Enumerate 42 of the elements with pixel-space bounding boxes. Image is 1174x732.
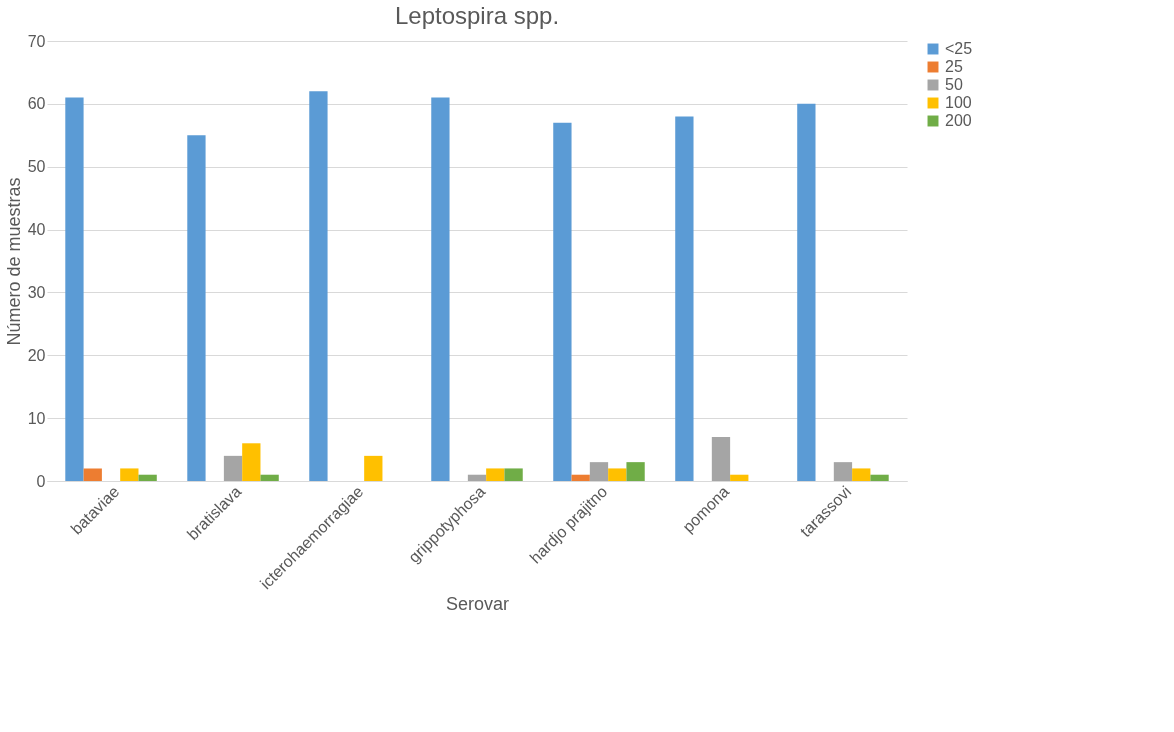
bar <box>120 468 139 481</box>
legend-label: 50 <box>945 76 963 93</box>
bar <box>467 474 487 481</box>
bar <box>626 462 645 481</box>
y-tick-label: 10 <box>27 409 46 427</box>
bar <box>242 443 261 481</box>
bar <box>223 455 243 481</box>
bar <box>83 468 102 481</box>
x-axis-title: Serovar <box>445 594 510 615</box>
bar <box>711 437 731 481</box>
bar <box>797 103 816 481</box>
bar <box>309 91 328 481</box>
bar <box>833 462 853 481</box>
y-tick-label: 50 <box>27 158 46 176</box>
bar <box>504 468 523 481</box>
bar <box>571 474 590 481</box>
legend-label: 100 <box>945 94 972 111</box>
legend-label: 25 <box>945 58 963 75</box>
legend-label: 200 <box>945 112 972 129</box>
bar <box>431 97 450 481</box>
bar <box>138 474 157 481</box>
bar <box>187 135 206 481</box>
bar <box>260 474 279 481</box>
bar <box>870 474 889 481</box>
y-tick-label: 40 <box>27 221 46 239</box>
bar <box>608 468 627 481</box>
bar <box>589 462 609 481</box>
y-tick-label: 70 <box>27 32 46 50</box>
bar <box>553 122 572 481</box>
y-tick-label: 0 <box>36 472 46 490</box>
bar <box>852 468 871 481</box>
bar <box>65 97 84 481</box>
bar <box>730 474 749 481</box>
bar <box>486 468 505 481</box>
bar <box>364 455 383 481</box>
y-tick-label: 30 <box>27 283 46 301</box>
legend-label: <25 <box>945 40 973 57</box>
y-tick-label: 60 <box>27 95 46 113</box>
bar <box>675 116 694 481</box>
chart-title: Leptospira spp. <box>394 2 560 29</box>
y-tick-label: 20 <box>27 346 46 364</box>
y-axis-title: Número de muestras <box>3 177 24 346</box>
